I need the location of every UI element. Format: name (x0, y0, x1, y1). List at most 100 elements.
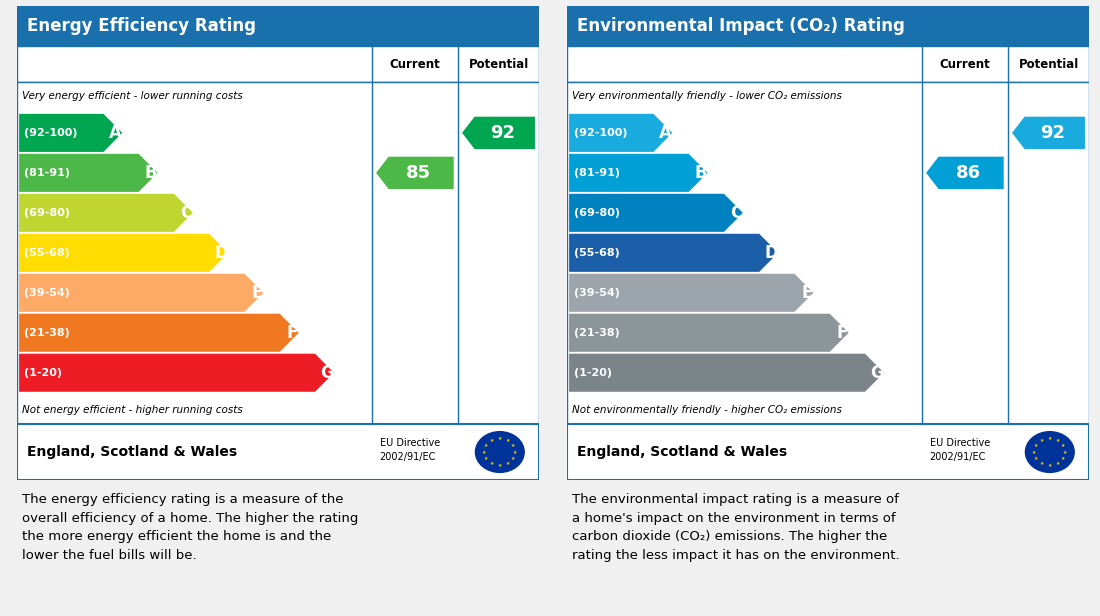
Ellipse shape (475, 431, 525, 473)
Text: ★: ★ (512, 443, 516, 448)
Text: E: E (801, 284, 813, 302)
Text: Very environmentally friendly - lower CO₂ emissions: Very environmentally friendly - lower CO… (572, 91, 842, 101)
Text: England, Scotland & Wales: England, Scotland & Wales (26, 445, 238, 459)
Text: ★: ★ (482, 450, 486, 455)
Bar (16, 46, 539, 82)
Text: Very energy efficient - lower running costs: Very energy efficient - lower running co… (22, 91, 242, 101)
Text: (69-80): (69-80) (24, 208, 70, 218)
Text: F: F (836, 324, 848, 342)
Text: ★: ★ (484, 443, 488, 448)
Text: ★: ★ (1055, 438, 1059, 443)
Polygon shape (19, 154, 157, 192)
Text: (92-100): (92-100) (574, 128, 628, 138)
Polygon shape (569, 154, 707, 192)
Polygon shape (926, 156, 1003, 189)
Polygon shape (1012, 116, 1085, 149)
Polygon shape (19, 354, 334, 392)
Text: Potential: Potential (469, 58, 529, 71)
Bar (16, 82, 539, 424)
Text: ★: ★ (490, 461, 494, 466)
Text: C: C (180, 204, 192, 222)
Text: 92: 92 (490, 124, 515, 142)
Text: ★: ★ (1062, 456, 1066, 461)
Polygon shape (19, 233, 228, 272)
Polygon shape (569, 314, 849, 352)
Polygon shape (569, 114, 672, 152)
Polygon shape (462, 116, 535, 149)
Text: ★: ★ (512, 456, 516, 461)
Bar (566, 6, 1089, 46)
Text: ★: ★ (1047, 463, 1052, 468)
Text: D: D (214, 244, 229, 262)
Polygon shape (376, 156, 453, 189)
Polygon shape (569, 194, 743, 232)
Text: The environmental impact rating is a measure of
a home's impact on the environme: The environmental impact rating is a mea… (572, 493, 900, 562)
Text: (92-100): (92-100) (24, 128, 78, 138)
Text: (55-68): (55-68) (24, 248, 70, 258)
Text: G: G (870, 363, 884, 382)
Bar (566, 46, 1089, 82)
Text: (1-20): (1-20) (574, 368, 613, 378)
Text: F: F (286, 324, 298, 342)
Text: ★: ★ (497, 437, 502, 442)
Text: 86: 86 (956, 164, 981, 182)
Text: A: A (659, 124, 672, 142)
Text: EU Directive
2002/91/EC: EU Directive 2002/91/EC (930, 437, 990, 461)
Text: ★: ★ (1047, 437, 1052, 442)
Polygon shape (19, 114, 122, 152)
Polygon shape (569, 274, 813, 312)
Text: D: D (764, 244, 779, 262)
Text: (69-80): (69-80) (574, 208, 620, 218)
Polygon shape (19, 274, 263, 312)
Text: 85: 85 (406, 164, 431, 182)
Text: ★: ★ (490, 438, 494, 443)
Text: G: G (320, 363, 334, 382)
Text: (39-54): (39-54) (574, 288, 620, 298)
Text: Potential: Potential (1019, 58, 1079, 71)
Text: Current: Current (389, 58, 440, 71)
Text: (21-38): (21-38) (24, 328, 70, 338)
Text: (1-20): (1-20) (24, 368, 63, 378)
Text: (81-91): (81-91) (574, 168, 620, 178)
Polygon shape (19, 314, 299, 352)
Text: ★: ★ (497, 463, 502, 468)
Text: ★: ★ (505, 461, 509, 466)
Text: ★: ★ (514, 450, 517, 455)
Text: (21-38): (21-38) (574, 328, 620, 338)
Text: Environmental Impact (CO₂) Rating: Environmental Impact (CO₂) Rating (578, 17, 905, 35)
Polygon shape (569, 233, 778, 272)
Text: Current: Current (939, 58, 990, 71)
Text: C: C (730, 204, 743, 222)
Text: E: E (251, 284, 263, 302)
Text: Energy Efficiency Rating: Energy Efficiency Rating (26, 17, 256, 35)
Text: EU Directive
2002/91/EC: EU Directive 2002/91/EC (379, 437, 440, 461)
Ellipse shape (1025, 431, 1075, 473)
Text: (81-91): (81-91) (24, 168, 70, 178)
Text: ★: ★ (1040, 438, 1044, 443)
Text: ★: ★ (1034, 443, 1038, 448)
Text: Not environmentally friendly - higher CO₂ emissions: Not environmentally friendly - higher CO… (572, 405, 842, 415)
Text: (39-54): (39-54) (24, 288, 70, 298)
Text: ★: ★ (484, 456, 488, 461)
Text: ★: ★ (1062, 443, 1066, 448)
Bar (16, 424, 539, 480)
Text: ★: ★ (1034, 456, 1038, 461)
Bar (566, 424, 1089, 480)
Text: England, Scotland & Wales: England, Scotland & Wales (578, 445, 788, 459)
Bar (566, 82, 1089, 424)
Text: Not energy efficient - higher running costs: Not energy efficient - higher running co… (22, 405, 242, 415)
Text: 92: 92 (1040, 124, 1065, 142)
Text: A: A (109, 124, 122, 142)
Text: B: B (145, 164, 157, 182)
Text: B: B (695, 164, 707, 182)
Text: ★: ★ (505, 438, 509, 443)
Text: ★: ★ (1064, 450, 1067, 455)
Text: ★: ★ (1055, 461, 1059, 466)
Polygon shape (19, 194, 192, 232)
Text: ★: ★ (1040, 461, 1044, 466)
Polygon shape (569, 354, 884, 392)
Text: (55-68): (55-68) (574, 248, 620, 258)
Bar (16, 6, 539, 46)
Text: The energy efficiency rating is a measure of the
overall efficiency of a home. T: The energy efficiency rating is a measur… (22, 493, 359, 562)
Text: ★: ★ (1032, 450, 1036, 455)
